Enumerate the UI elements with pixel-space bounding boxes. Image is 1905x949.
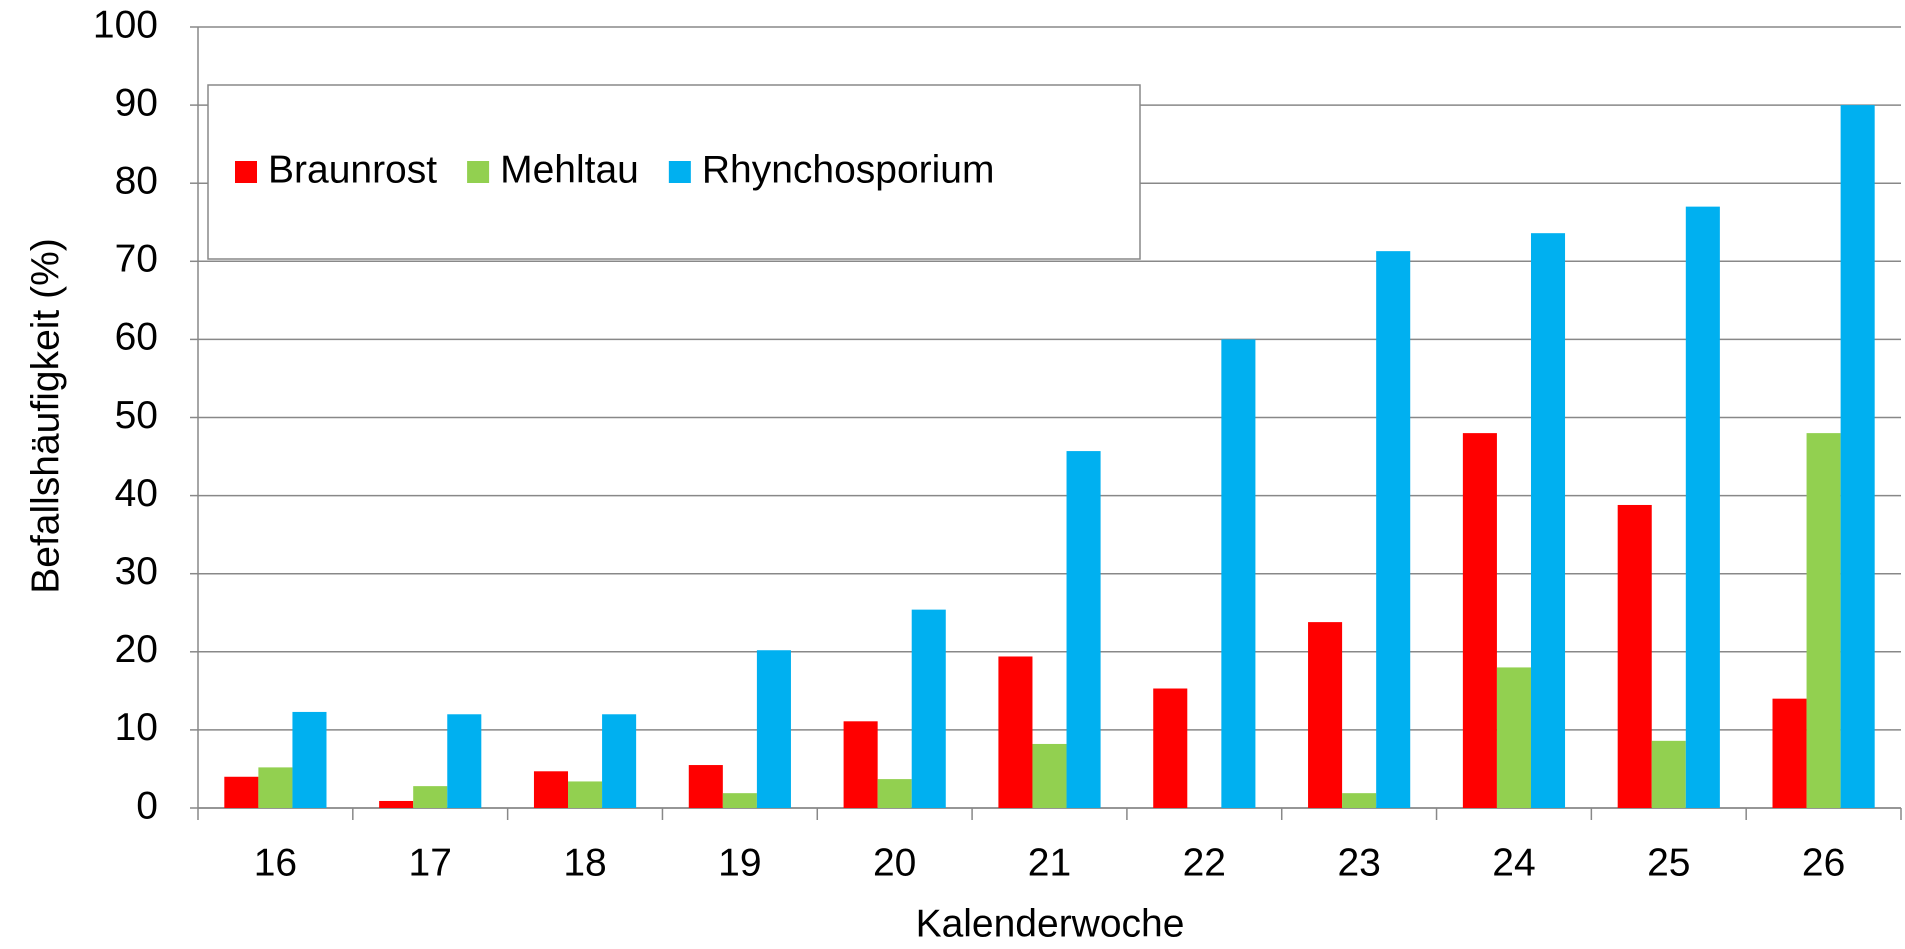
y-tick-label: 90 [115, 81, 158, 124]
bar [1032, 743, 1067, 808]
legend-label: Mehltau [500, 148, 639, 191]
x-tick-label: 26 [1802, 841, 1845, 884]
bar [292, 711, 327, 808]
x-tick-label: 17 [409, 841, 452, 884]
x-tick-label: 20 [873, 841, 916, 884]
x-tick-label: 18 [563, 841, 606, 884]
x-tick-label: 22 [1183, 841, 1226, 884]
bar [413, 786, 448, 808]
x-tick-label: 25 [1647, 841, 1690, 884]
bar [533, 771, 569, 808]
y-tick-label: 0 [136, 784, 158, 827]
bar [1153, 688, 1188, 808]
y-tick-label: 50 [115, 394, 158, 437]
legend-swatch [467, 161, 490, 183]
y-tick-label: 60 [115, 316, 158, 359]
bar [1308, 622, 1343, 808]
x-axis-label: Kalenderwoche [916, 902, 1185, 945]
y-tick-label: 20 [115, 628, 158, 671]
bar [1221, 339, 1256, 808]
bar [877, 779, 912, 808]
bar [998, 656, 1033, 808]
bar [568, 781, 603, 808]
bar [1772, 698, 1807, 808]
legend-label: Rhynchosporium [702, 148, 995, 191]
bar [1376, 251, 1411, 809]
bar [224, 776, 259, 808]
y-tick-label: 100 [93, 3, 158, 46]
y-tick-label: 10 [115, 706, 158, 749]
bar [258, 767, 293, 808]
legend-label: Braunrost [268, 148, 437, 191]
x-tick-label: 24 [1492, 841, 1535, 884]
bar [379, 800, 414, 808]
y-tick-label: 40 [115, 472, 158, 515]
bar [1496, 667, 1531, 808]
y-tick-label: 30 [115, 550, 158, 593]
bar [1066, 451, 1101, 808]
legend-swatch [235, 161, 257, 183]
bar [1840, 105, 1875, 809]
x-tick-label: 23 [1337, 841, 1380, 884]
x-tick-label: 21 [1028, 841, 1071, 884]
x-tick-label: 19 [718, 841, 761, 884]
bar [1342, 793, 1377, 808]
bar [756, 650, 791, 808]
bar [722, 793, 757, 808]
bar [447, 714, 482, 808]
legend-swatch [668, 161, 691, 183]
y-tick-label: 80 [115, 159, 158, 202]
y-tick-label: 70 [115, 238, 158, 281]
bar [911, 609, 946, 808]
bar [1617, 504, 1652, 808]
bar [688, 765, 723, 808]
bar [1651, 740, 1686, 808]
bar [843, 721, 878, 808]
bar [1462, 433, 1497, 808]
bar [1530, 233, 1566, 808]
x-tick-label: 16 [254, 841, 297, 884]
bar [1685, 206, 1720, 808]
bar [602, 714, 637, 808]
y-axis-label: Befallshäufigkeit (%) [24, 238, 67, 594]
bar [1806, 433, 1841, 808]
